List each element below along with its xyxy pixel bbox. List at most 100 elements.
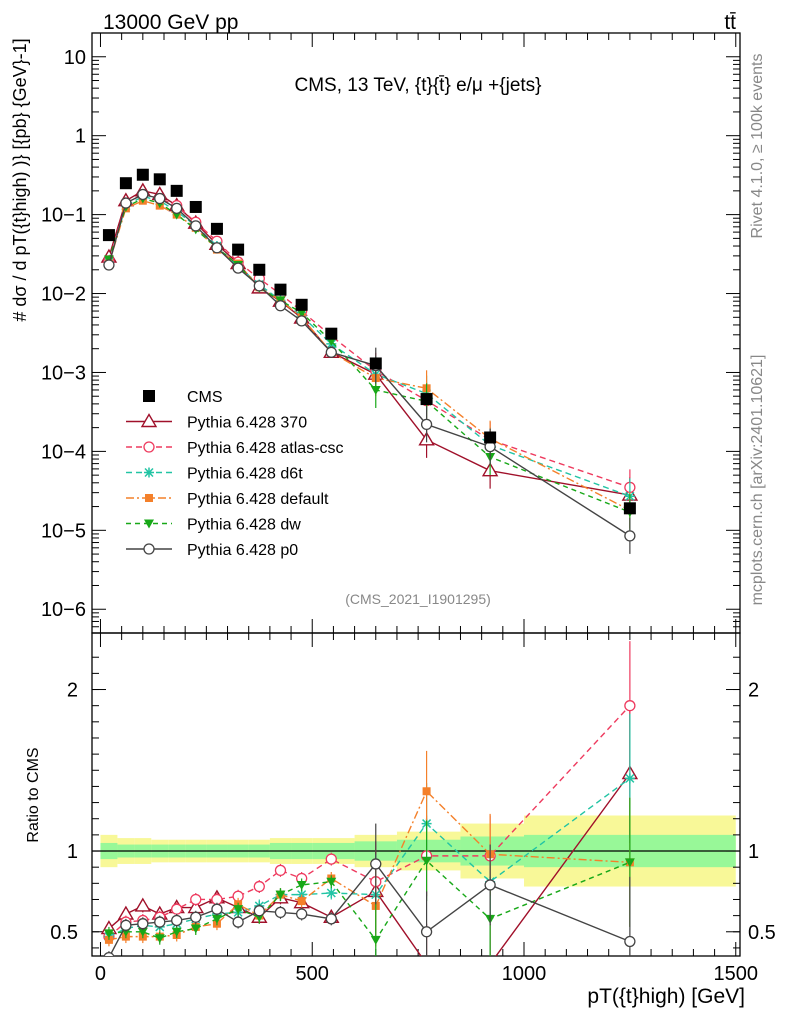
y-tick-label: 10−2 bbox=[41, 284, 86, 306]
point-CMS bbox=[420, 393, 433, 406]
ratio-point-p0 bbox=[420, 926, 433, 938]
legend-marker-d6t bbox=[144, 467, 154, 478]
ratio-point-p0 bbox=[211, 903, 223, 915]
point-CMS bbox=[102, 229, 115, 242]
point-CMS bbox=[189, 200, 202, 213]
legend: CMS Pythia 6.428 370 Pythia 6.428 atlas-cs… bbox=[126, 389, 344, 559]
x-axis-label: pT({t}high) [GeV] bbox=[587, 985, 745, 1008]
legend-label: Pythia 6.428 dw bbox=[187, 517, 301, 534]
point-CMS bbox=[295, 298, 308, 311]
rivet-label: Rivet 4.1.0, ≥ 100k events bbox=[749, 54, 766, 239]
point-p0 bbox=[232, 262, 244, 274]
series-line-atlas bbox=[108, 193, 631, 489]
ratio-point-dw bbox=[370, 935, 381, 945]
mcplots-label: mcplots.cern.ch [arXiv:2401.10621] bbox=[749, 355, 766, 606]
ratio-point-dw bbox=[211, 914, 222, 924]
point-p0 bbox=[295, 315, 308, 327]
ratio-series-atlas bbox=[103, 641, 636, 944]
series-line-default bbox=[108, 199, 631, 511]
ratio-point-p0 bbox=[624, 935, 636, 948]
ratio-point-dw bbox=[137, 927, 148, 937]
legend-label: Pythia 6.428 d6t bbox=[187, 466, 303, 483]
legend-label: CMS bbox=[187, 389, 223, 406]
ratio-y-tick-label-right: 2 bbox=[748, 680, 759, 702]
ratio-point-dw bbox=[103, 929, 114, 939]
y-tick-label: 10−4 bbox=[41, 441, 86, 463]
ratio-point-dw bbox=[275, 890, 286, 900]
x-tick-label: 1500 bbox=[714, 963, 759, 985]
ratio-y-tick-label-right: 0.5 bbox=[748, 922, 776, 944]
ratio-point-dw bbox=[171, 927, 182, 937]
ratio-point-dw bbox=[190, 924, 201, 934]
ratio-y-tick-label: 2 bbox=[67, 680, 78, 702]
point-dw bbox=[370, 385, 381, 395]
ratio-line-default bbox=[108, 790, 630, 941]
ratio-point-p0 bbox=[232, 916, 244, 928]
ratio-point-default bbox=[422, 787, 431, 796]
ratio-line-p0 bbox=[108, 862, 631, 956]
legend-marker-p0 bbox=[143, 543, 155, 555]
ratio-point-p370 bbox=[134, 897, 152, 912]
x-tick-label: 0 bbox=[95, 963, 106, 985]
legend-marker-atlas bbox=[143, 441, 155, 453]
y-tick-label: 10−5 bbox=[41, 520, 86, 542]
ratio-point-p0 bbox=[103, 951, 115, 956]
ratio-point-d6t bbox=[624, 773, 635, 784]
ratio-y-tick-label: 0.5 bbox=[50, 922, 78, 944]
ratio-point-atlas bbox=[171, 903, 183, 915]
point-CMS bbox=[325, 327, 338, 340]
point-p0 bbox=[253, 280, 265, 292]
ratio-point-dw bbox=[326, 877, 337, 887]
ratio-point-p370 bbox=[489, 955, 491, 956]
ratio-point-dw bbox=[421, 856, 432, 866]
ratio-point-p0 bbox=[295, 908, 308, 920]
ratio-point-dw bbox=[624, 858, 635, 868]
ratio-point-p0 bbox=[190, 911, 202, 923]
ratio-line-dw bbox=[108, 859, 631, 942]
y-tick-label: 10−3 bbox=[41, 362, 86, 384]
point-CMS bbox=[232, 243, 245, 256]
ratio-line-d6t bbox=[108, 777, 631, 938]
point-CMS bbox=[274, 283, 287, 296]
ratio-point-p0 bbox=[370, 858, 382, 870]
watermark: (CMS_2021_I1901295) bbox=[345, 591, 491, 607]
legend-marker-default bbox=[145, 494, 153, 502]
point-p0 bbox=[420, 418, 433, 431]
ratio-point-p0 bbox=[253, 905, 265, 917]
series-line-p0 bbox=[108, 193, 631, 537]
legend-marker-p370 bbox=[140, 413, 158, 428]
point-p0 bbox=[274, 300, 287, 312]
ratio-point-dw bbox=[233, 905, 244, 915]
series-p370 bbox=[100, 182, 639, 514]
point-CMS bbox=[623, 502, 636, 515]
ratio-point-atlas bbox=[190, 893, 202, 906]
point-p0 bbox=[137, 188, 149, 201]
ratio-point-p0 bbox=[274, 906, 287, 919]
point-CMS bbox=[484, 431, 497, 444]
ratio-point-d6t bbox=[326, 888, 337, 899]
point-CMS bbox=[253, 263, 266, 276]
ratio-series-p0 bbox=[103, 823, 636, 956]
ratio-y-tick-label: 1 bbox=[67, 841, 78, 863]
point-p0 bbox=[624, 530, 636, 542]
ratio-line-p370 bbox=[108, 773, 631, 956]
x-tick-label: 1000 bbox=[502, 963, 547, 985]
legend-marker-CMS bbox=[143, 390, 155, 402]
y-tick-label: 10−1 bbox=[41, 205, 86, 227]
ratio-point-dw bbox=[154, 934, 165, 944]
ratio-point-p0 bbox=[325, 913, 337, 925]
ratio-point-dw bbox=[296, 880, 307, 890]
point-CMS bbox=[170, 184, 183, 197]
series-dw bbox=[103, 194, 635, 531]
legend-label: Pythia 6.428 p0 bbox=[187, 542, 298, 559]
point-p0 bbox=[171, 202, 183, 215]
ratio-y-tick-label-right: 1 bbox=[748, 841, 759, 863]
ratio-point-p0 bbox=[171, 914, 183, 927]
ratio-point-atlas bbox=[624, 700, 636, 712]
ratio-point-atlas bbox=[325, 853, 337, 865]
point-CMS bbox=[210, 222, 223, 235]
ratio-line-atlas bbox=[108, 705, 631, 938]
header-left: 13000 GeV pp bbox=[103, 11, 238, 34]
point-p0 bbox=[325, 346, 337, 358]
ratio-point-default bbox=[297, 897, 306, 906]
